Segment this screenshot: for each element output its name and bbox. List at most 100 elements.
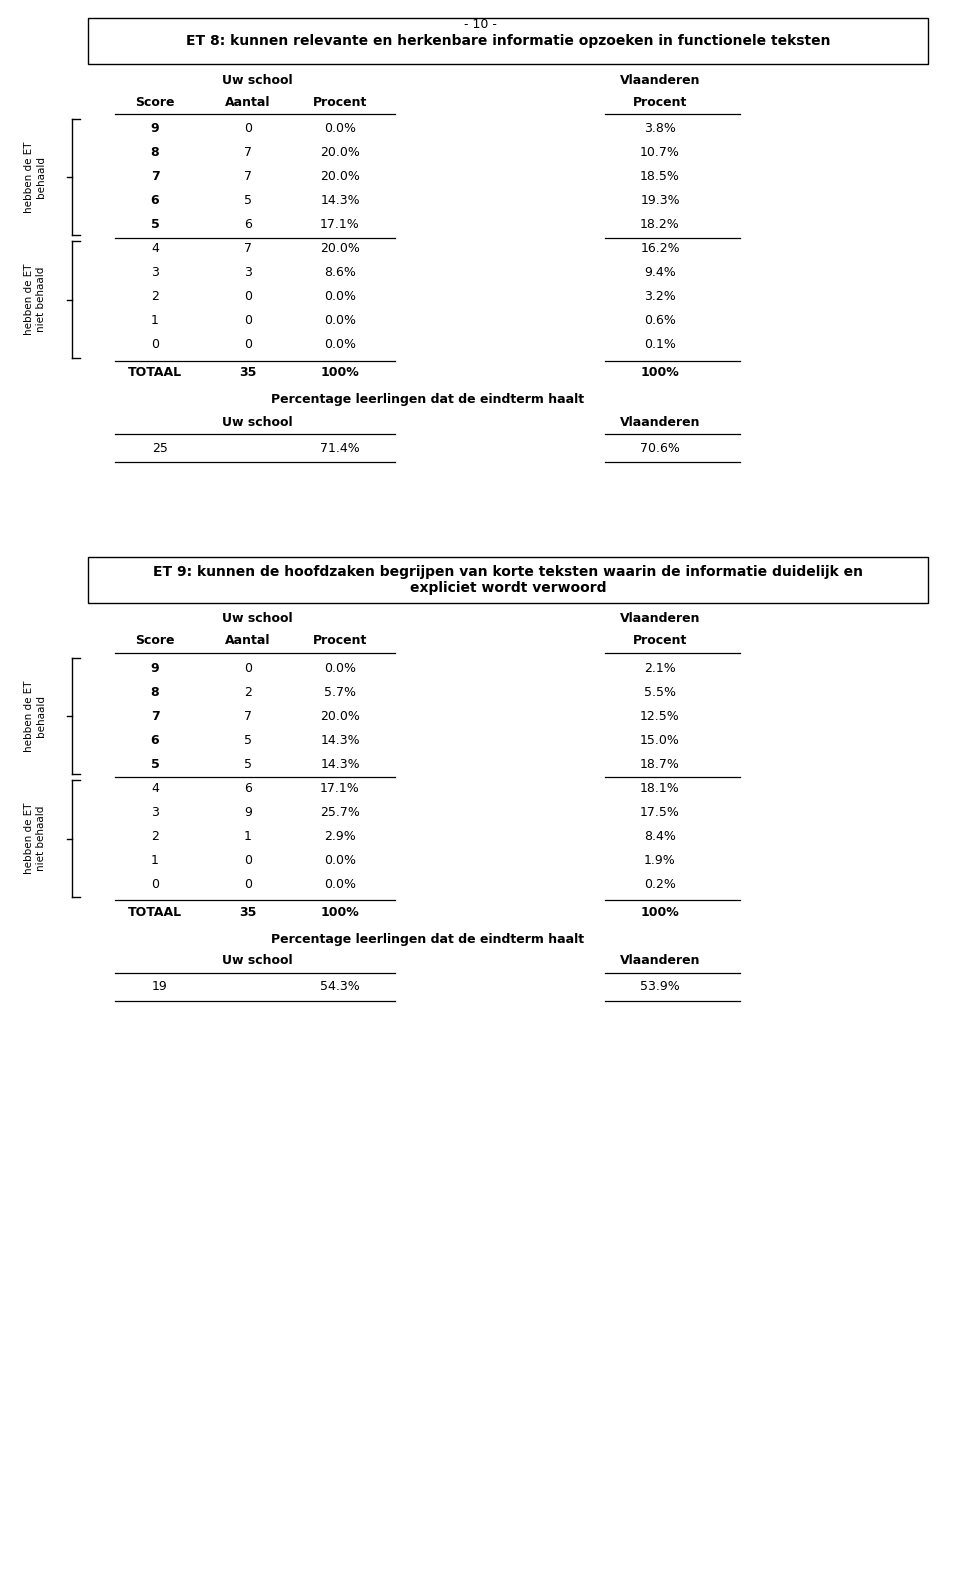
Text: 18.2%: 18.2% [640, 219, 680, 231]
Bar [88, 17, 928, 63]
Text: Vlaanderen: Vlaanderen [620, 415, 700, 428]
Text: 2: 2 [244, 685, 252, 699]
Text: Procent: Procent [633, 634, 687, 648]
Text: 7: 7 [244, 146, 252, 160]
Text: 0.0%: 0.0% [324, 853, 356, 867]
Text: 70.6%: 70.6% [640, 442, 680, 455]
Text: 0: 0 [244, 853, 252, 867]
Text: ET 8: kunnen relevante en herkenbare informatie opzoeken in functionele teksten: ET 8: kunnen relevante en herkenbare inf… [185, 33, 830, 48]
Text: 1: 1 [244, 829, 252, 843]
Text: 20.0%: 20.0% [320, 710, 360, 723]
Text: 1: 1 [151, 314, 159, 328]
Text: 4: 4 [151, 243, 159, 255]
Text: 0.1%: 0.1% [644, 339, 676, 352]
Text: 19: 19 [152, 981, 168, 994]
Text: 3: 3 [244, 266, 252, 279]
Text: Score: Score [135, 95, 175, 108]
Text: 35: 35 [239, 905, 256, 918]
Text: 0: 0 [244, 339, 252, 352]
Text: 20.0%: 20.0% [320, 243, 360, 255]
Text: 4: 4 [151, 781, 159, 794]
Text: Uw school: Uw school [222, 612, 293, 626]
Text: hebben de ET
niet behaald: hebben de ET niet behaald [24, 802, 46, 875]
Text: 25.7%: 25.7% [320, 805, 360, 818]
Text: 3: 3 [151, 266, 159, 279]
Text: Vlaanderen: Vlaanderen [620, 612, 700, 626]
Text: 7: 7 [244, 171, 252, 184]
Text: 5: 5 [151, 219, 159, 231]
Text: 10.7%: 10.7% [640, 146, 680, 160]
Text: 12.5%: 12.5% [640, 710, 680, 723]
Text: 0: 0 [244, 122, 252, 135]
Text: 0: 0 [244, 661, 252, 675]
Text: 7: 7 [244, 243, 252, 255]
Text: 8.6%: 8.6% [324, 266, 356, 279]
Text: 2.9%: 2.9% [324, 829, 356, 843]
Text: 19.3%: 19.3% [640, 195, 680, 208]
Text: hebben de ET
niet behaald: hebben de ET niet behaald [24, 263, 46, 336]
Text: 14.3%: 14.3% [321, 195, 360, 208]
Text: 8: 8 [151, 146, 159, 160]
Text: 5.5%: 5.5% [644, 685, 676, 699]
Text: 5: 5 [244, 758, 252, 770]
Text: 100%: 100% [640, 366, 680, 379]
Text: 6: 6 [244, 781, 252, 794]
Text: TOTAAL: TOTAAL [128, 366, 182, 379]
Text: 71.4%: 71.4% [320, 442, 360, 455]
Text: - 10 -: - 10 - [464, 19, 496, 32]
Text: Uw school: Uw school [222, 73, 293, 87]
Text: 6: 6 [151, 734, 159, 747]
Text: 0: 0 [244, 878, 252, 891]
Text: 17.1%: 17.1% [320, 219, 360, 231]
Text: 9: 9 [151, 661, 159, 675]
Text: 0: 0 [244, 290, 252, 303]
Text: 2.1%: 2.1% [644, 661, 676, 675]
Text: 9: 9 [244, 805, 252, 818]
Text: Procent: Procent [313, 95, 367, 108]
Text: Score: Score [135, 634, 175, 648]
Text: 3.8%: 3.8% [644, 122, 676, 135]
Text: 5: 5 [151, 758, 159, 770]
Text: 7: 7 [244, 710, 252, 723]
Text: 3: 3 [151, 805, 159, 818]
Text: 6: 6 [151, 195, 159, 208]
Text: 0: 0 [151, 339, 159, 352]
Text: 35: 35 [239, 366, 256, 379]
Text: 6: 6 [244, 219, 252, 231]
Text: 14.3%: 14.3% [321, 734, 360, 747]
Text: 0.0%: 0.0% [324, 878, 356, 891]
Text: 16.2%: 16.2% [640, 243, 680, 255]
Text: Uw school: Uw school [222, 415, 293, 428]
Text: Aantal: Aantal [226, 634, 271, 648]
Bar [88, 556, 928, 602]
Text: 20.0%: 20.0% [320, 146, 360, 160]
Text: 1: 1 [151, 853, 159, 867]
Text: 8.4%: 8.4% [644, 829, 676, 843]
Text: 2: 2 [151, 829, 159, 843]
Text: ET 9: kunnen de hoofdzaken begrijpen van korte teksten waarin de informatie duid: ET 9: kunnen de hoofdzaken begrijpen van… [153, 564, 863, 594]
Text: 18.1%: 18.1% [640, 781, 680, 794]
Text: 100%: 100% [321, 366, 359, 379]
Text: 17.5%: 17.5% [640, 805, 680, 818]
Text: Aantal: Aantal [226, 95, 271, 108]
Text: TOTAAL: TOTAAL [128, 905, 182, 918]
Text: 100%: 100% [321, 905, 359, 918]
Text: 14.3%: 14.3% [321, 758, 360, 770]
Text: 3.2%: 3.2% [644, 290, 676, 303]
Text: 54.3%: 54.3% [320, 981, 360, 994]
Text: 0.0%: 0.0% [324, 122, 356, 135]
Text: 8: 8 [151, 685, 159, 699]
Text: 15.0%: 15.0% [640, 734, 680, 747]
Text: 5: 5 [244, 195, 252, 208]
Text: Vlaanderen: Vlaanderen [620, 954, 700, 967]
Text: 9.4%: 9.4% [644, 266, 676, 279]
Text: Uw school: Uw school [222, 954, 293, 967]
Text: 0.0%: 0.0% [324, 339, 356, 352]
Text: 0.6%: 0.6% [644, 314, 676, 328]
Text: 0.2%: 0.2% [644, 878, 676, 891]
Text: 5: 5 [244, 734, 252, 747]
Text: 0.0%: 0.0% [324, 290, 356, 303]
Text: Percentage leerlingen dat de eindterm haalt: Percentage leerlingen dat de eindterm ha… [271, 932, 584, 946]
Text: hebben de ET
behaald: hebben de ET behaald [24, 141, 46, 212]
Text: 5.7%: 5.7% [324, 685, 356, 699]
